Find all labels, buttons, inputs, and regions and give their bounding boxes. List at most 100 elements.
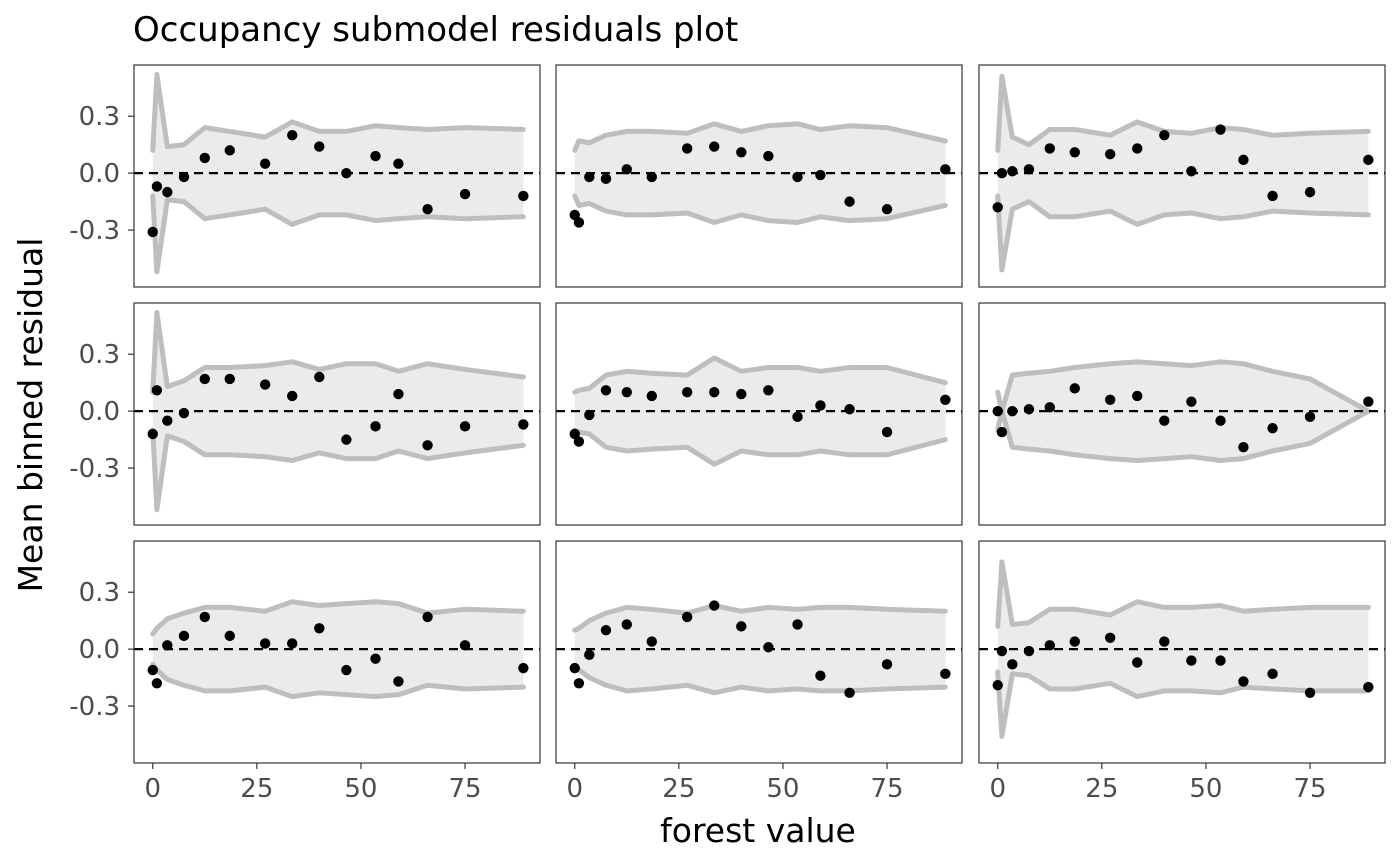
- residual-point: [763, 385, 774, 396]
- upper-envelope-line: [995, 73, 1371, 153]
- residual-point: [569, 209, 580, 221]
- residual-point: [584, 649, 595, 661]
- residual-point: [881, 426, 893, 438]
- residual-point: [199, 611, 210, 623]
- residual-point: [287, 390, 298, 402]
- residual-point: [393, 388, 404, 400]
- y-tick-label: 0.0: [79, 397, 120, 427]
- residual-point: [1304, 687, 1316, 698]
- residual-point: [151, 385, 163, 396]
- residual-point: [646, 171, 657, 183]
- residual-point: [1238, 154, 1249, 166]
- residual-point: [792, 619, 803, 630]
- residual-point: [162, 415, 173, 426]
- envelope-band: [152, 601, 524, 697]
- x-tick-label: 0: [989, 774, 1006, 804]
- residual-point: [646, 636, 657, 647]
- residual-point: [992, 405, 1003, 417]
- residual-point: [996, 426, 1008, 438]
- residual-point: [600, 385, 612, 396]
- residual-point: [1363, 396, 1374, 407]
- residual-point: [1132, 143, 1143, 154]
- residual-point: [422, 440, 433, 451]
- residual-point: [147, 226, 158, 238]
- residual-point: [996, 645, 1008, 657]
- envelope-band: [152, 74, 524, 272]
- residual-point: [736, 621, 747, 632]
- residual-point: [259, 379, 271, 390]
- residual-point: [940, 164, 951, 175]
- residual-point: [199, 373, 210, 385]
- residual-point: [259, 638, 271, 649]
- residual-point: [646, 390, 657, 402]
- residual-point: [600, 624, 612, 636]
- x-tick-label: 0: [144, 774, 161, 804]
- y-tick-label: -0.3: [69, 454, 120, 484]
- facet-panel-9: 0 25 50 75: [978, 540, 1386, 804]
- residual-point: [681, 143, 693, 154]
- residual-point: [1023, 404, 1035, 415]
- residual-point: [584, 171, 595, 183]
- residual-point: [573, 436, 585, 447]
- residual-point: [569, 662, 580, 674]
- residual-point: [584, 409, 595, 421]
- residual-point: [393, 158, 404, 169]
- lower-envelope-line: [572, 427, 948, 467]
- x-tick-label: 25: [662, 774, 695, 804]
- lower-envelope-line: [572, 665, 948, 696]
- facet-grid: -0.3 0.0 0.3 -0.3 0.0 0.3 -0.3 0.0 0.3 0 25 50 75 0 25…: [69, 64, 1386, 804]
- upper-envelope-line: [995, 359, 1371, 414]
- y-tick-label: 0.3: [79, 102, 120, 132]
- x-tick-label: 50: [344, 774, 377, 804]
- residual-point: [224, 373, 235, 385]
- residual-point: [1007, 659, 1018, 670]
- residual-point: [573, 678, 585, 689]
- residual-point: [1132, 657, 1143, 668]
- envelope-band: [574, 605, 946, 693]
- residual-point: [151, 181, 163, 192]
- lower-envelope-line: [150, 661, 526, 700]
- residual-point: [1304, 411, 1316, 423]
- lower-envelope-line: [150, 193, 526, 275]
- upper-envelope-line: [995, 559, 1371, 629]
- residual-point: [1007, 166, 1018, 177]
- residual-point: [621, 386, 632, 398]
- residual-point: [709, 141, 720, 152]
- facet-panel-1: -0.3 0.0 0.3: [69, 64, 541, 288]
- residual-point: [147, 664, 158, 676]
- x-tick-label: 25: [1085, 774, 1118, 804]
- facet-panel-8: 0 25 50 75: [555, 540, 963, 804]
- residual-point: [1267, 668, 1278, 680]
- residual-point: [162, 186, 173, 198]
- residual-point: [992, 680, 1003, 691]
- residual-point: [314, 623, 325, 634]
- upper-envelope-line: [572, 355, 948, 395]
- x-tick-label: 75: [870, 774, 903, 804]
- residual-point: [1363, 154, 1374, 166]
- panel-border: [555, 64, 963, 288]
- residual-point: [1186, 396, 1197, 407]
- residual-point: [621, 619, 632, 630]
- residual-point: [621, 164, 632, 175]
- residual-point: [287, 130, 298, 141]
- panel-border: [133, 302, 541, 526]
- y-tick-label: 0.0: [79, 159, 120, 189]
- envelope-band: [997, 361, 1369, 461]
- envelope-band: [152, 312, 524, 510]
- residual-point: [681, 386, 693, 398]
- residual-point: [844, 687, 855, 698]
- residual-point: [792, 411, 803, 423]
- envelope-band: [997, 76, 1369, 270]
- chart-title: Occupancy submodel residuals plot: [133, 10, 738, 50]
- panel-border: [978, 540, 1386, 764]
- x-tick-label: 50: [766, 774, 799, 804]
- y-tick-label: 0.3: [79, 578, 120, 608]
- residual-point: [763, 150, 774, 162]
- envelope-band: [997, 561, 1369, 737]
- lower-envelope-line: [150, 427, 526, 513]
- upper-envelope-line: [150, 599, 526, 637]
- upper-envelope-line: [150, 309, 526, 395]
- residual-point: [518, 419, 529, 430]
- residual-point: [1104, 394, 1116, 405]
- residual-point: [162, 640, 173, 651]
